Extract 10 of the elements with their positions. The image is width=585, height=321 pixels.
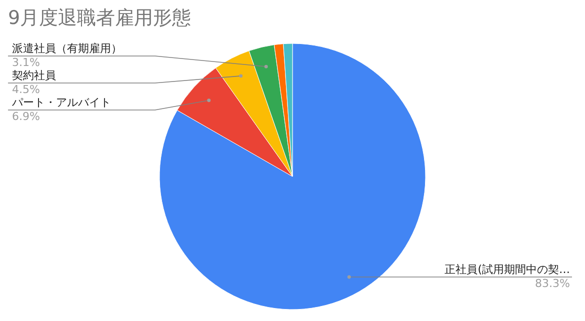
chart-title: 9月度退職者雇用形態 [8, 7, 192, 29]
data-label: 3.1% [12, 56, 40, 69]
slice-label: 正社員(試用期間中の契… [444, 263, 570, 276]
slice-label: 契約社員 [12, 69, 56, 82]
pie-slice [159, 43, 426, 310]
slice-label: 派遣社員（有期雇用） [12, 42, 122, 55]
slice-label: パート・アルバイト [11, 96, 111, 109]
data-label: 6.9% [12, 110, 40, 123]
data-label: 4.5% [12, 83, 40, 96]
data-label: 83.3% [535, 277, 570, 290]
